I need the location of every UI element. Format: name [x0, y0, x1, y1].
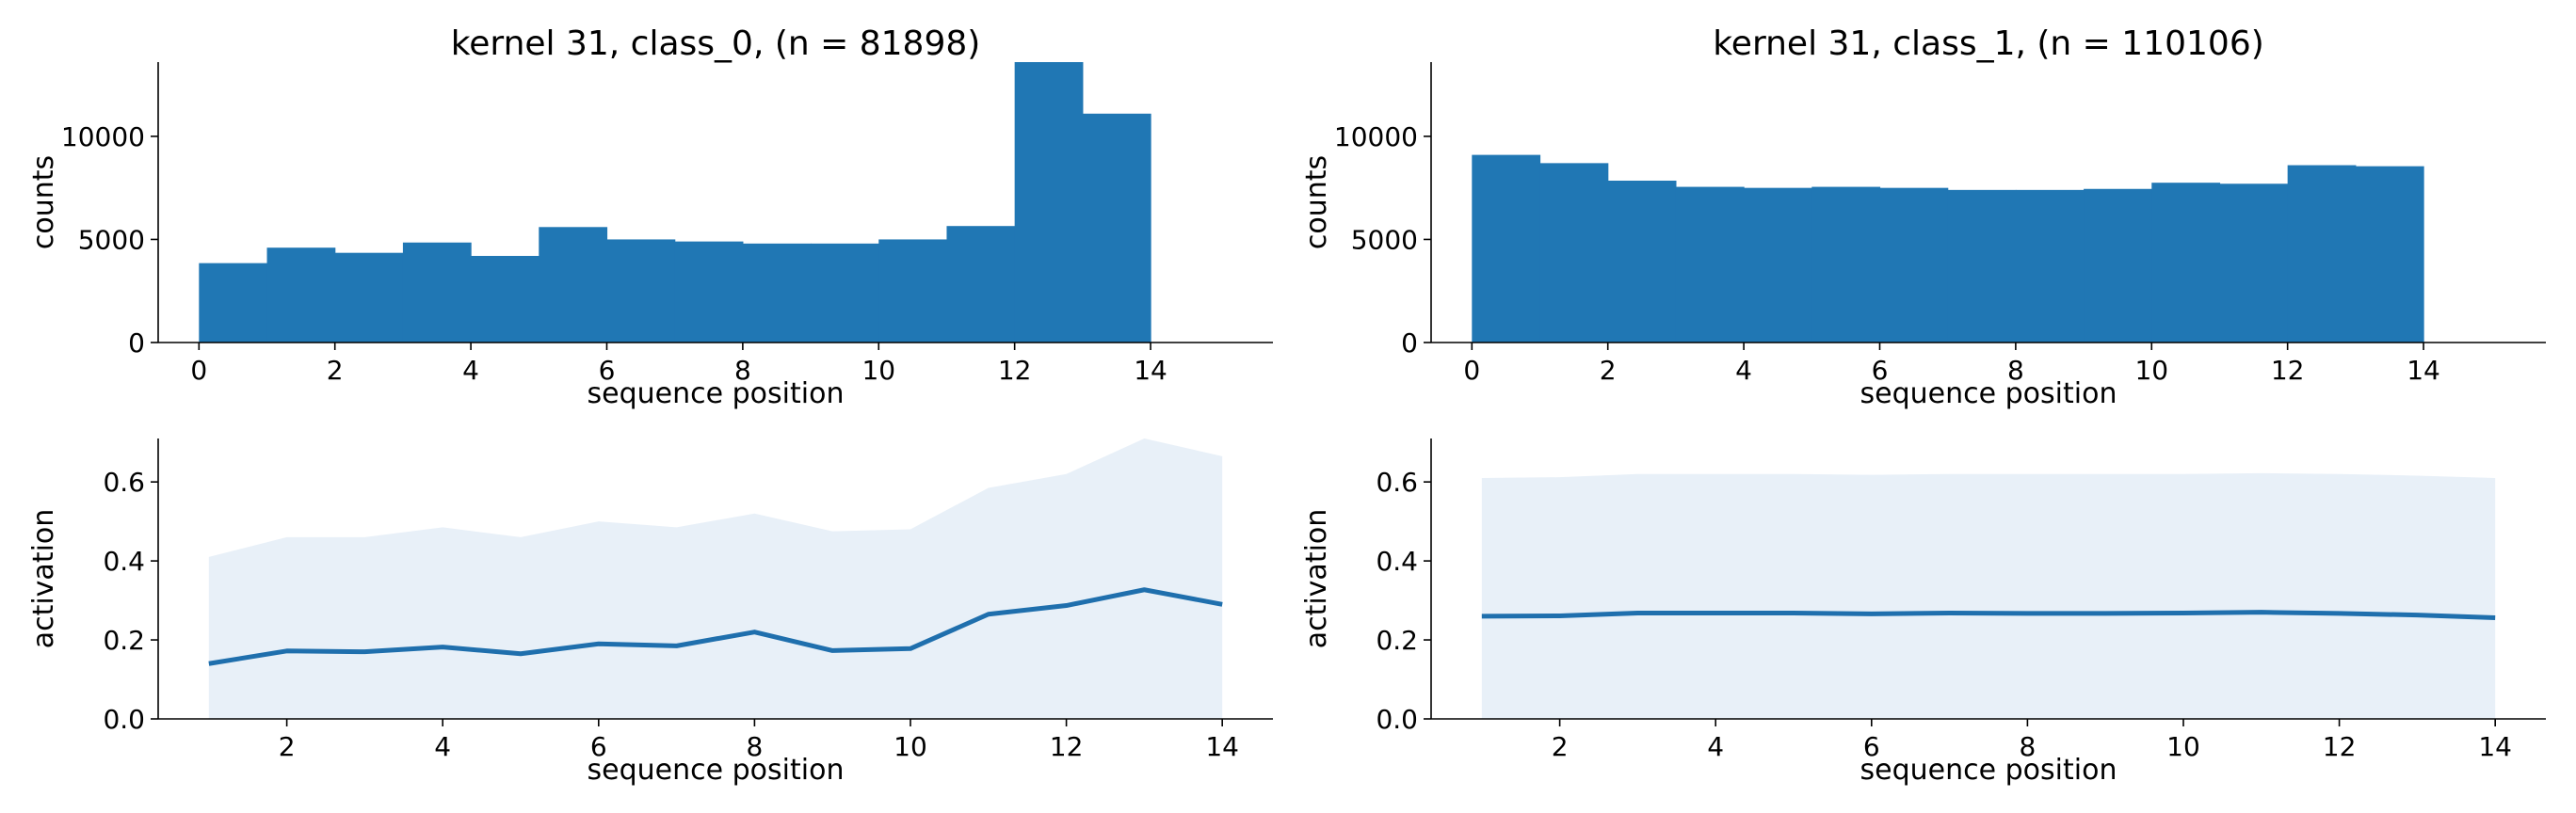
chart-title: kernel 31, class_0, (n = 81898) [451, 24, 981, 63]
histogram-bar [1472, 154, 1541, 343]
x-tick-label: 2 [279, 731, 296, 762]
x-tick-label: 12 [1050, 731, 1084, 762]
x-tick-label: 10 [861, 355, 895, 386]
x-tick-label: 10 [2166, 731, 2200, 762]
x-tick-label: 8 [2019, 731, 2036, 762]
histogram-bar [199, 263, 268, 343]
x-tick-label: 2 [1552, 731, 1569, 762]
histogram-bar [402, 242, 472, 343]
histogram-bar [1675, 186, 1745, 343]
histogram-bar [1879, 187, 1949, 343]
x-tick-label: 6 [1863, 731, 1880, 762]
chart-panel-2: 2 4 6 8 10 12 14 0.0 0.2 0.4 0.6 sequence position a… [27, 438, 1273, 787]
x-axis-label: sequence position [588, 377, 845, 410]
y-tick-label: 0.2 [103, 625, 145, 656]
y-axis-label: counts [27, 155, 60, 249]
chart-panel-0: 0 2 4 6 8 10 12 14 0 5000 10000 sequence position co… [27, 24, 1273, 410]
histogram-bar [1811, 186, 1881, 343]
x-tick-label: 8 [734, 355, 751, 386]
y-axis-label: activation [1300, 509, 1333, 649]
y-tick-label: 5000 [1351, 224, 1418, 255]
y-tick-label: 10000 [1334, 121, 1418, 152]
x-tick-label: 4 [434, 731, 451, 762]
histogram-bar [1539, 163, 1609, 343]
x-tick-label: 6 [1872, 355, 1889, 386]
x-tick-label: 10 [894, 731, 927, 762]
histogram-bar [2355, 166, 2424, 343]
x-axis-label: sequence position [588, 754, 845, 787]
y-axis-label: counts [1300, 155, 1333, 249]
histogram-bar [2287, 165, 2357, 343]
histogram-bar [266, 247, 336, 343]
histogram-bar [2219, 183, 2289, 343]
y-tick-label: 0.6 [1376, 467, 1418, 498]
histogram-bar [878, 239, 948, 343]
activation-line [1481, 610, 2496, 621]
y-tick-label: 0.0 [1376, 704, 1418, 735]
chart-panel-1: 0 2 4 6 8 10 12 14 0 5000 10000 sequence position co… [1300, 24, 2546, 410]
x-tick-label: 4 [462, 355, 479, 386]
x-tick-label: 14 [2407, 355, 2440, 386]
histogram-bar [1014, 62, 1084, 343]
y-tick-label: 0 [128, 327, 145, 359]
histogram-bar [811, 243, 879, 343]
histogram-bar [674, 241, 744, 343]
histogram-bar [1082, 113, 1151, 343]
y-tick-label: 0.4 [1376, 546, 1418, 577]
activation-line [208, 587, 1223, 666]
y-tick-label: 10000 [61, 121, 145, 152]
histogram-bar [946, 226, 1016, 343]
y-axis-label: activation [27, 509, 60, 649]
x-tick-label: 8 [746, 731, 763, 762]
x-tick-label: 12 [2271, 355, 2305, 386]
x-tick-label: 8 [2007, 355, 2024, 386]
x-tick-label: 4 [1707, 731, 1724, 762]
histogram-bar [606, 239, 676, 343]
histogram-bar [742, 243, 812, 343]
histogram-bar [2084, 188, 2152, 343]
histogram-bar [1607, 180, 1677, 343]
y-tick-label: 5000 [78, 224, 145, 255]
x-tick-label: 14 [2478, 731, 2512, 762]
x-tick-label: 6 [590, 731, 607, 762]
histogram-bar [1744, 187, 1812, 343]
histogram-bar [471, 255, 539, 343]
x-axis-label: sequence position [1860, 377, 2117, 410]
histogram-bar [2151, 183, 2221, 343]
x-axis-label: sequence position [1860, 754, 2117, 787]
x-tick-label: 0 [190, 355, 207, 386]
x-tick-label: 0 [1463, 355, 1480, 386]
x-tick-label: 12 [998, 355, 1032, 386]
x-tick-label: 12 [2323, 731, 2357, 762]
x-tick-label: 4 [1735, 355, 1752, 386]
x-tick-label: 2 [1600, 355, 1617, 386]
chart-title: kernel 31, class_1, (n = 110106) [1713, 24, 2264, 63]
histogram-bar [539, 227, 608, 343]
x-tick-label: 14 [1134, 355, 1167, 386]
x-tick-label: 2 [327, 355, 344, 386]
x-tick-label: 14 [1205, 731, 1239, 762]
x-tick-label: 6 [599, 355, 616, 386]
x-tick-label: 10 [2134, 355, 2168, 386]
chart-panel-3: 2 4 6 8 10 12 14 0.0 0.2 0.4 0.6 sequence position a… [1300, 438, 2546, 787]
y-tick-label: 0.4 [103, 546, 145, 577]
histogram-bar [1947, 189, 2017, 343]
activation-band [208, 438, 1223, 719]
histogram-bar [334, 252, 404, 343]
y-tick-label: 0.6 [103, 467, 145, 498]
y-tick-label: 0 [1401, 327, 1418, 359]
activation-band [1481, 472, 2496, 719]
histogram-bar [2015, 189, 2085, 343]
y-tick-label: 0.2 [1376, 625, 1418, 656]
y-tick-label: 0.0 [103, 704, 145, 735]
